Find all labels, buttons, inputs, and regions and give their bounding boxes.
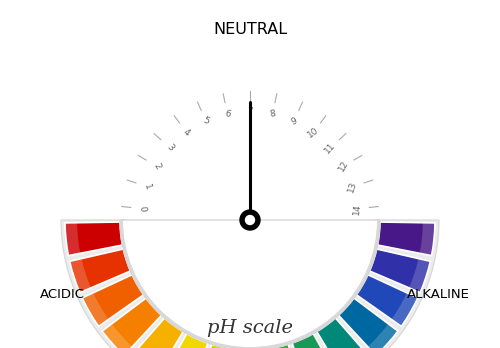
Wedge shape [392, 293, 418, 326]
Wedge shape [317, 318, 372, 348]
Text: 1: 1 [142, 182, 152, 191]
Circle shape [240, 210, 260, 230]
Wedge shape [102, 324, 132, 348]
Circle shape [246, 215, 254, 224]
Text: 7: 7 [247, 108, 253, 117]
Text: 5: 5 [202, 116, 210, 127]
Wedge shape [292, 334, 340, 348]
Wedge shape [82, 275, 144, 326]
Wedge shape [196, 344, 234, 348]
Text: 4: 4 [182, 127, 192, 138]
Wedge shape [160, 334, 208, 348]
Text: 6: 6 [224, 109, 232, 119]
Wedge shape [338, 298, 398, 348]
Wedge shape [65, 222, 122, 256]
Text: 3: 3 [164, 143, 175, 153]
Text: 11: 11 [323, 141, 338, 155]
Text: 14: 14 [352, 203, 362, 215]
Wedge shape [356, 275, 418, 326]
Wedge shape [82, 293, 108, 326]
Text: 8: 8 [268, 109, 276, 119]
Text: 13: 13 [346, 180, 359, 193]
Wedge shape [61, 220, 439, 348]
Wedge shape [420, 223, 435, 256]
Wedge shape [378, 222, 435, 256]
Text: 2: 2 [151, 161, 162, 171]
Wedge shape [368, 324, 398, 348]
Wedge shape [128, 318, 183, 348]
Text: 9: 9 [290, 116, 298, 127]
Wedge shape [65, 223, 80, 256]
Text: ACIDIC: ACIDIC [40, 288, 84, 301]
Text: 12: 12 [337, 159, 350, 173]
Text: NEUTRAL: NEUTRAL [213, 22, 287, 37]
Text: pH scale: pH scale [207, 319, 293, 337]
Text: ALKALINE: ALKALINE [406, 288, 470, 301]
Wedge shape [266, 344, 304, 348]
Wedge shape [120, 220, 380, 348]
Text: 0: 0 [138, 205, 147, 212]
Wedge shape [370, 249, 430, 293]
Text: 10: 10 [306, 126, 321, 140]
Wedge shape [409, 259, 430, 293]
Wedge shape [120, 220, 380, 348]
Wedge shape [70, 249, 130, 293]
Wedge shape [70, 259, 91, 293]
Wedge shape [102, 298, 162, 348]
